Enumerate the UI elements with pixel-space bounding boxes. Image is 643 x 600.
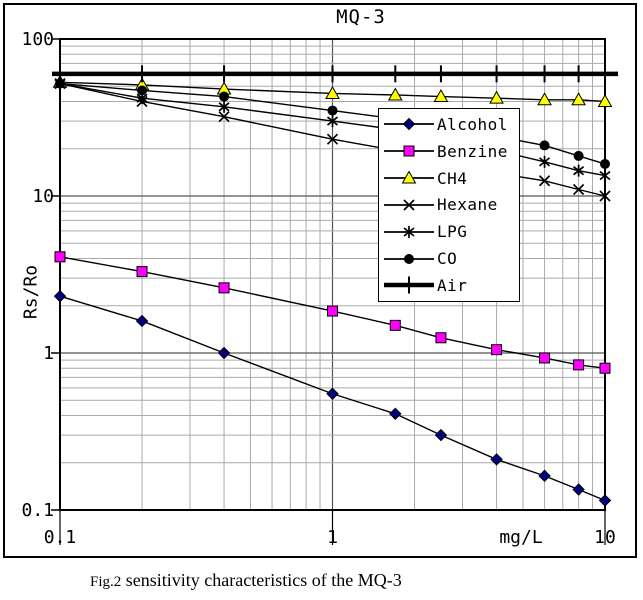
x-tick-label: 10 <box>594 527 616 548</box>
marker-square <box>573 359 585 371</box>
y-tick-label: 10 <box>32 186 54 207</box>
legend-item-ch4: CH4 <box>379 165 519 191</box>
marker-x <box>218 111 230 123</box>
marker-circle <box>219 91 230 102</box>
chart-title: MQ-3 <box>336 6 386 28</box>
legend-item-co: CO <box>379 246 519 272</box>
marker-triangle <box>387 87 403 101</box>
x-unit-label: mg/L <box>499 527 543 548</box>
marker-x <box>572 183 585 196</box>
marker-x <box>326 133 339 145</box>
axis-labels: 100 10 1 0.1 0.1 1 10 mg/L <box>21 29 615 548</box>
marker-diamond <box>402 118 416 131</box>
marker-circle <box>55 78 65 89</box>
legend-label: LPG <box>437 222 468 242</box>
legend-label: Benzine <box>437 141 508 161</box>
marker-x <box>403 199 415 211</box>
marker-circle <box>600 158 610 169</box>
marker-square <box>389 319 401 331</box>
legend-item-air: Air <box>379 272 519 298</box>
series-benzine <box>54 251 611 374</box>
series-air <box>52 65 618 83</box>
x-tick-label: 1 <box>327 527 338 548</box>
marker-asterisk <box>403 225 415 238</box>
marker-triangle <box>401 170 417 184</box>
marker-x <box>599 190 611 202</box>
y-axis-title: Rs/Ro <box>20 264 42 320</box>
legend-marker-asterisk-icon <box>384 225 434 238</box>
marker-asterisk <box>573 164 585 177</box>
marker-diamond <box>572 483 585 496</box>
legend-marker-triangle-icon <box>384 170 434 184</box>
marker-circle <box>137 85 148 96</box>
legend-item-hexane: Hexane <box>379 192 519 218</box>
marker-diamond <box>598 494 612 507</box>
marker-square <box>491 344 503 356</box>
marker-triangle <box>325 85 340 99</box>
marker-diamond <box>217 346 231 360</box>
legend-item-alcohol: Alcohol <box>379 111 519 137</box>
marker-diamond <box>434 428 448 442</box>
marker-square <box>403 145 415 157</box>
y-tick-label: 0.1 <box>21 500 54 521</box>
marker-diamond <box>389 407 402 421</box>
legend-item-benzine: Benzine <box>379 138 519 164</box>
legend-label: CO <box>437 249 458 269</box>
x-tick-label: 0.1 <box>44 527 77 548</box>
marker-circle <box>327 105 338 116</box>
marker-triangle <box>571 92 586 106</box>
legend-label: CH4 <box>437 168 468 188</box>
marker-square <box>539 352 551 364</box>
marker-asterisk <box>599 169 611 182</box>
marker-diamond <box>326 387 339 400</box>
marker-x <box>538 175 551 187</box>
marker-square <box>435 332 447 344</box>
figure-caption: Fig.2 sensitivity characteristics of the… <box>90 570 402 591</box>
marker-diamond <box>135 314 149 328</box>
marker-square <box>136 266 148 278</box>
y-tick-label: 1 <box>43 343 54 364</box>
marker-triangle <box>489 90 504 104</box>
legend-label: Hexane <box>437 195 498 215</box>
legend-label: Air <box>437 275 468 295</box>
marker-asterisk <box>218 100 230 113</box>
marker-square <box>218 282 230 294</box>
y-tick-label: 100 <box>21 29 54 50</box>
marker-circle <box>539 140 550 151</box>
legend-item-lpg: LPG <box>379 219 519 245</box>
marker-square <box>327 305 338 317</box>
marker-diamond <box>53 290 67 303</box>
marker-triangle <box>433 89 449 103</box>
marker-asterisk <box>539 155 551 168</box>
legend-marker-diamond-icon <box>384 118 434 131</box>
legend: Alcohol Benzine CH4 Hexane LPG CO Air <box>378 108 520 302</box>
legend-marker-square-icon <box>384 145 434 157</box>
axis-ticks <box>51 38 606 545</box>
marker-triangle <box>537 92 552 106</box>
legend-label: Alcohol <box>437 114 508 134</box>
marker-diamond <box>538 469 551 483</box>
marker-square <box>54 251 66 263</box>
marker-circle <box>573 150 584 161</box>
marker-triangle <box>597 93 613 107</box>
legend-marker-x-icon <box>384 199 434 211</box>
caption-number: Fig.2 <box>90 574 122 590</box>
marker-square <box>599 362 611 374</box>
marker-asterisk <box>326 115 339 128</box>
legend-marker-circle-icon <box>384 253 434 264</box>
caption-text: sensitivity characteristics of the MQ-3 <box>121 570 402 590</box>
marker-diamond <box>490 453 503 466</box>
marker-circle <box>404 253 414 264</box>
series-alcohol <box>53 290 612 507</box>
legend-marker-plus-icon <box>384 276 434 294</box>
